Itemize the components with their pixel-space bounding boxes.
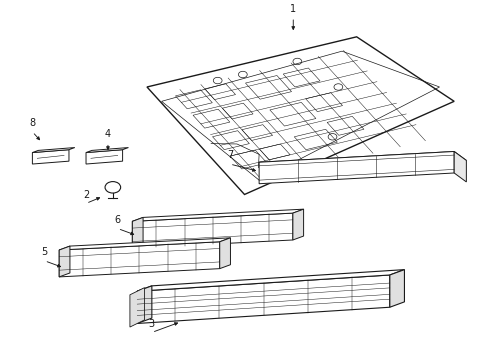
Polygon shape xyxy=(86,150,122,164)
Text: 7: 7 xyxy=(226,150,232,161)
Polygon shape xyxy=(137,286,152,324)
Polygon shape xyxy=(453,152,466,182)
Polygon shape xyxy=(86,148,128,153)
Polygon shape xyxy=(137,270,404,291)
Text: 1: 1 xyxy=(289,4,296,14)
Polygon shape xyxy=(259,152,466,171)
Polygon shape xyxy=(137,275,389,324)
Text: 8: 8 xyxy=(29,118,35,128)
Text: 5: 5 xyxy=(41,247,48,257)
Polygon shape xyxy=(59,246,70,277)
Polygon shape xyxy=(389,270,404,307)
Polygon shape xyxy=(59,238,230,250)
Polygon shape xyxy=(147,37,453,194)
Polygon shape xyxy=(132,217,143,248)
Polygon shape xyxy=(132,213,292,248)
Polygon shape xyxy=(59,242,219,277)
Polygon shape xyxy=(292,209,303,240)
Text: 2: 2 xyxy=(83,190,89,200)
Text: 6: 6 xyxy=(114,215,121,225)
Polygon shape xyxy=(132,209,303,221)
Polygon shape xyxy=(219,238,230,269)
Polygon shape xyxy=(130,288,144,327)
Text: 4: 4 xyxy=(105,129,111,139)
Polygon shape xyxy=(259,152,453,184)
Polygon shape xyxy=(32,148,75,153)
Polygon shape xyxy=(32,150,69,164)
Text: 3: 3 xyxy=(148,319,155,329)
